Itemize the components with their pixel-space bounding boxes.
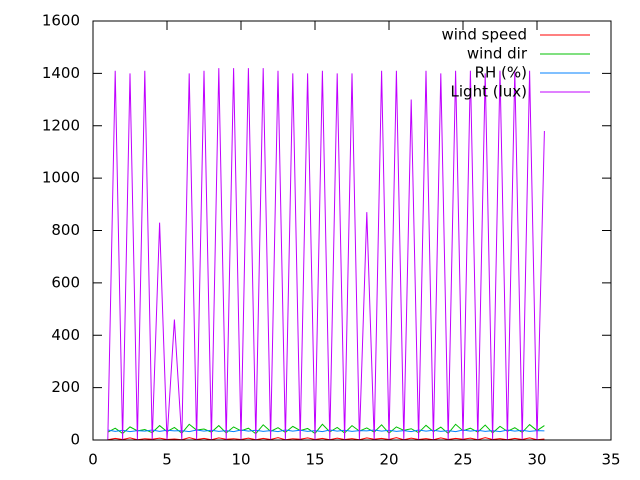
y-tick-label: 0 [70, 431, 80, 449]
y-tick-label: 200 [51, 378, 80, 396]
x-tick-label: 25 [453, 451, 472, 469]
y-tick-label: 800 [51, 221, 80, 239]
y-tick-label: 1600 [42, 12, 80, 30]
y-tick-label: 1400 [42, 64, 80, 82]
x-tick-label: 0 [88, 451, 98, 469]
legend-label: wind speed [441, 26, 527, 44]
series-line [107, 429, 545, 433]
plot-border [92, 20, 612, 441]
legend-label: wind dir [467, 45, 528, 63]
series-line [107, 68, 545, 441]
legend-label: RH (%) [475, 64, 527, 82]
x-tick-label: 5 [162, 451, 172, 469]
legend-label: Light (lux) [451, 83, 527, 101]
y-tick-label: 600 [51, 273, 80, 291]
x-tick-label: 10 [231, 451, 250, 469]
y-tick-label: 1000 [42, 169, 80, 187]
series-line [107, 423, 545, 435]
y-tick-label: 400 [51, 326, 80, 344]
y-tick-label: 1200 [42, 116, 80, 134]
x-tick-label: 15 [305, 451, 324, 469]
x-tick-label: 30 [527, 451, 546, 469]
x-tick-label: 20 [379, 451, 398, 469]
series-line [107, 437, 545, 441]
x-tick-label: 35 [601, 451, 620, 469]
